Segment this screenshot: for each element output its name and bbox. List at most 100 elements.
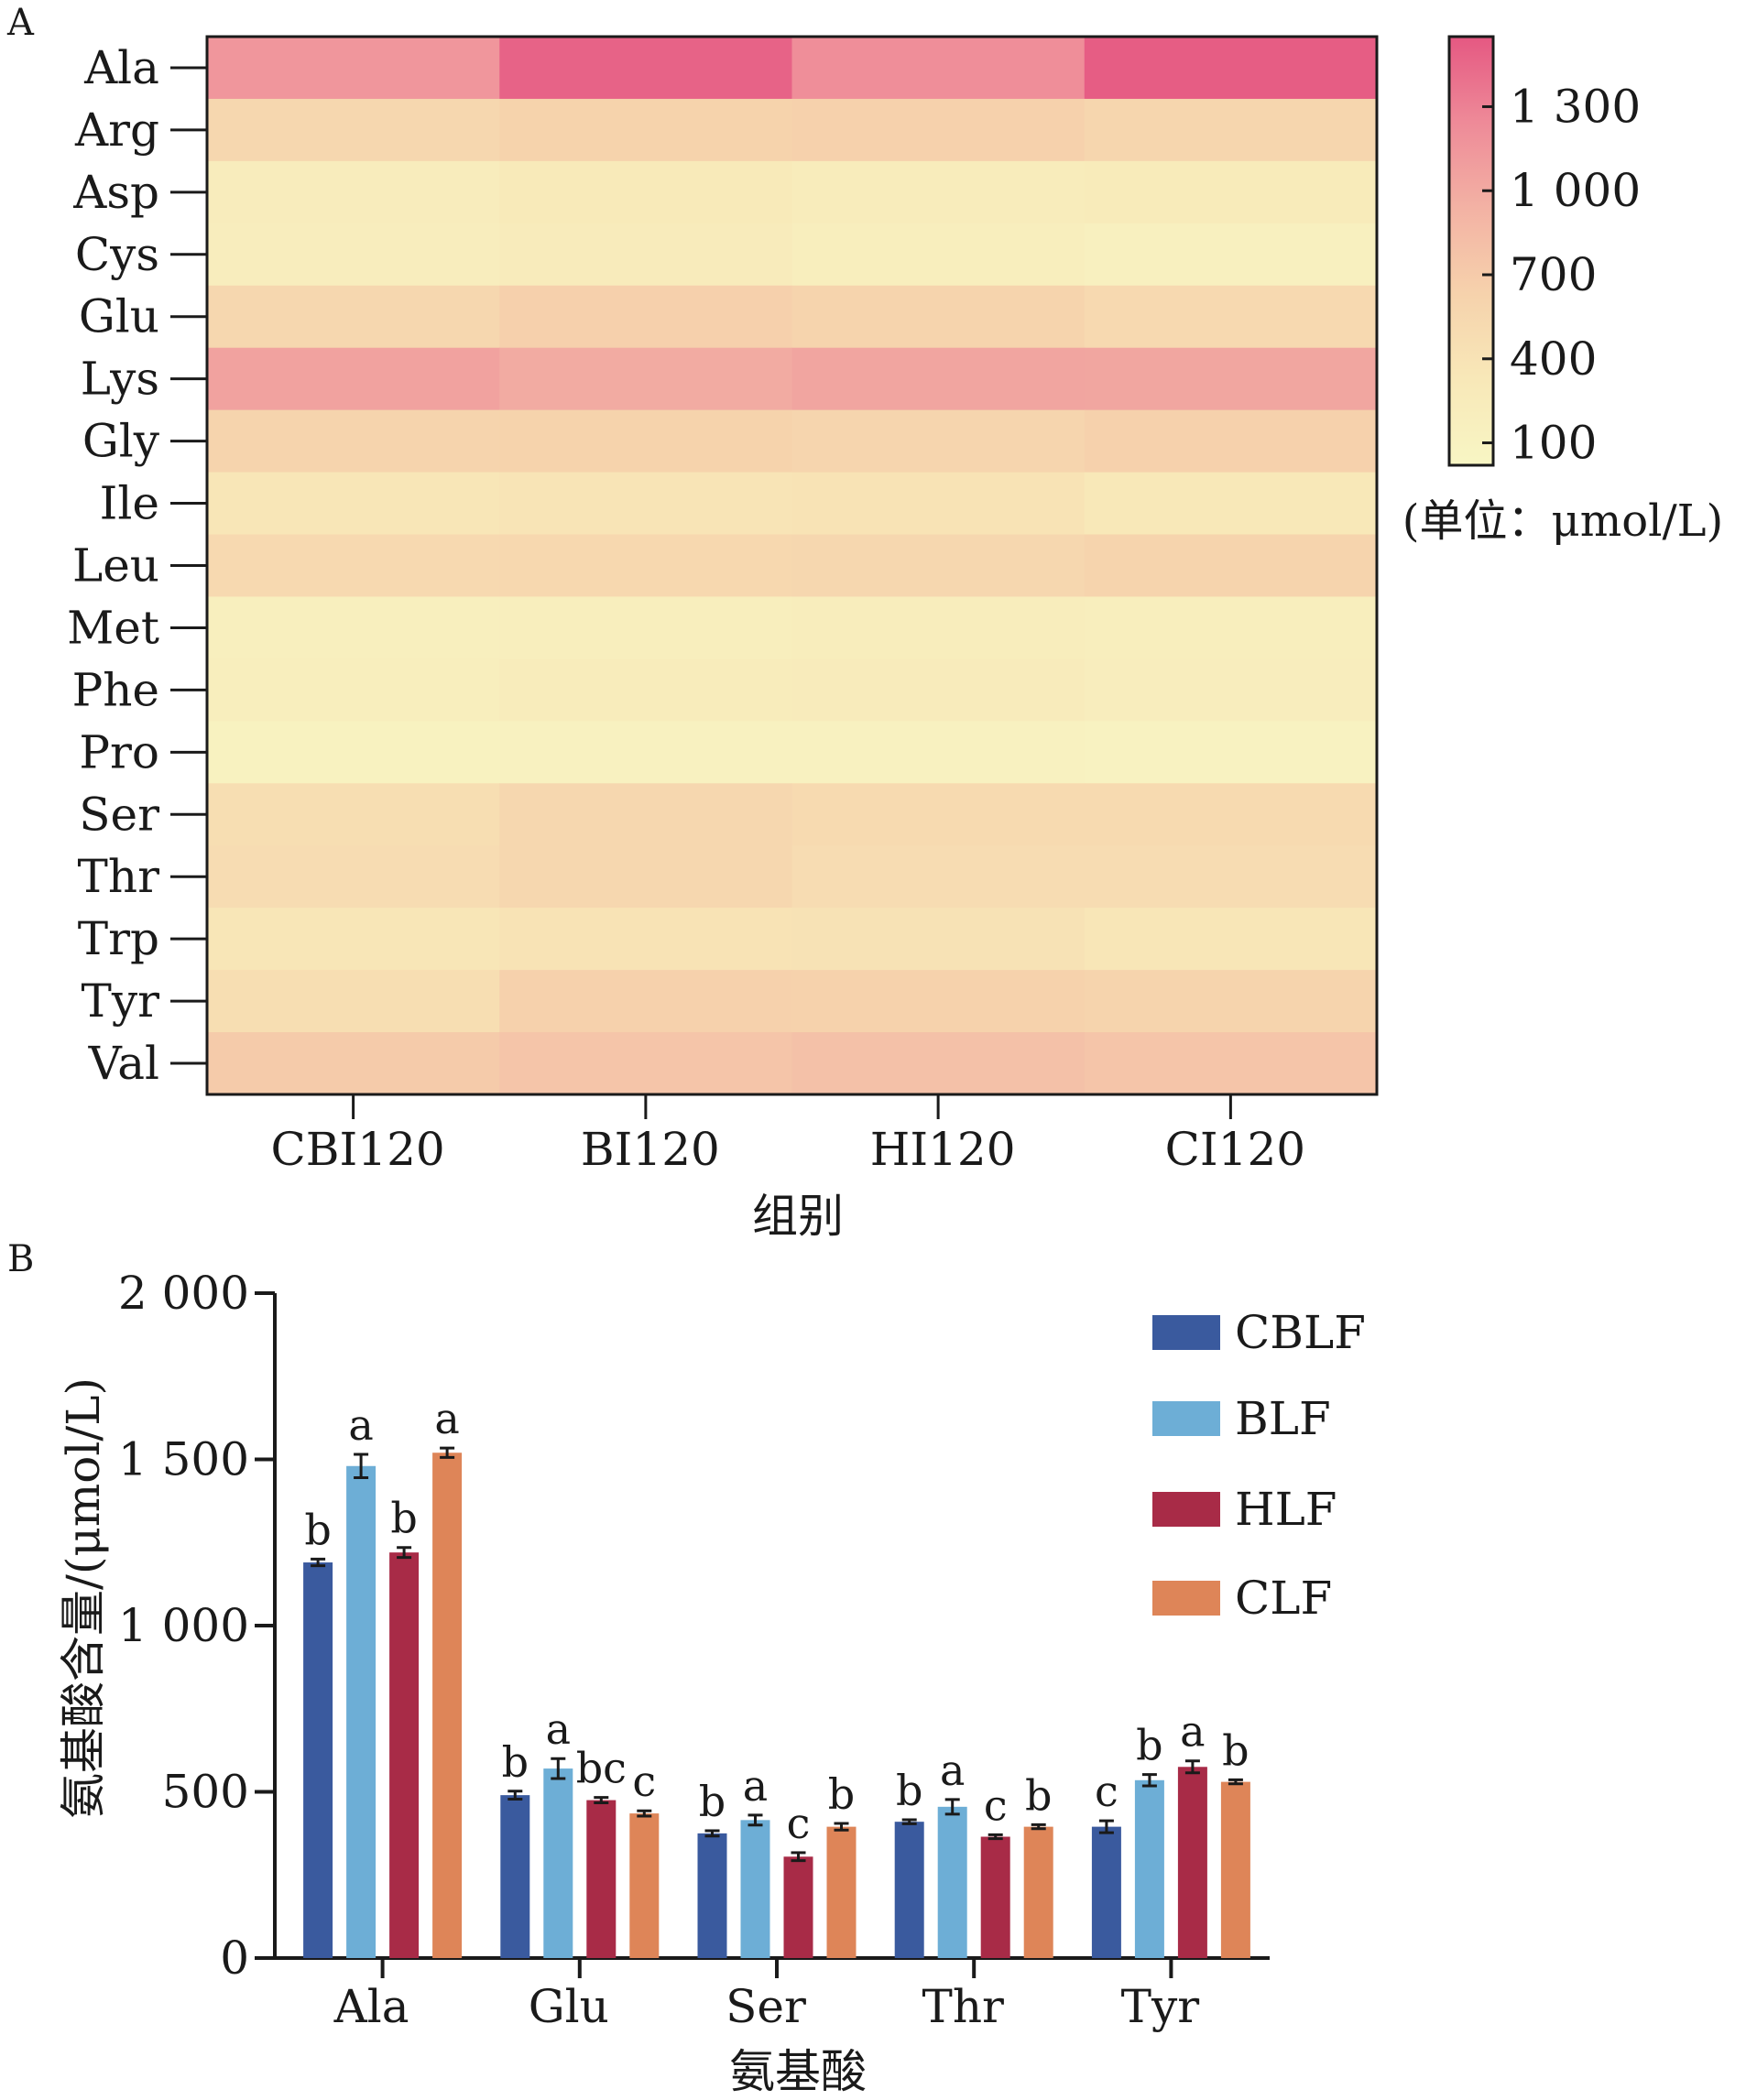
heatmap-cell bbox=[499, 98, 792, 162]
significance-letter: c bbox=[787, 1799, 811, 1848]
heatmap-cell bbox=[207, 472, 500, 536]
bar-legend: CBLF BLF HLF CLF bbox=[1152, 1306, 1366, 1625]
heatmap-cell bbox=[1084, 845, 1378, 909]
heatmap-row-label: Phe bbox=[72, 663, 159, 716]
heatmap-cell bbox=[207, 37, 500, 100]
significance-letter: c bbox=[632, 1757, 656, 1806]
panel-label-a: A bbox=[6, 2, 35, 44]
bar bbox=[629, 1813, 660, 1958]
bar-y-tick-label: 1 000 bbox=[118, 1599, 249, 1652]
significance-letter: b bbox=[1025, 1770, 1052, 1820]
bar-y-tick-label: 1 500 bbox=[118, 1433, 249, 1486]
heatmap-row-label: Val bbox=[88, 1037, 159, 1090]
heatmap-cell bbox=[1084, 721, 1378, 784]
significance-letter: b bbox=[1222, 1725, 1249, 1775]
heatmap-cell bbox=[1084, 472, 1378, 536]
significance-letter: a bbox=[434, 1394, 459, 1443]
heatmap-cell bbox=[499, 1032, 792, 1095]
bar bbox=[1220, 1781, 1250, 1958]
heatmap-cell bbox=[207, 1032, 500, 1095]
bar-y-tick-label: 0 bbox=[220, 1931, 249, 1985]
heatmap-row-label: Gly bbox=[82, 415, 160, 468]
bar-y-tick-label: 2 000 bbox=[118, 1267, 249, 1320]
heatmap-column-label: CBI120 bbox=[271, 1123, 445, 1176]
legend-label: BLF bbox=[1235, 1392, 1331, 1445]
significance-letter: a bbox=[743, 1761, 768, 1811]
heatmap-cell bbox=[1084, 160, 1378, 224]
bar bbox=[1023, 1826, 1053, 1958]
bar bbox=[980, 1836, 1010, 1958]
significance-letter: a bbox=[546, 1704, 571, 1754]
bar bbox=[1177, 1767, 1207, 1958]
heatmap-cell bbox=[207, 347, 500, 411]
heatmap-row-label: Tyr bbox=[82, 974, 160, 1028]
heatmap-cell bbox=[791, 409, 1086, 473]
bar bbox=[783, 1856, 813, 1958]
heatmap-cell bbox=[499, 534, 792, 597]
heatmap-row-label: Met bbox=[67, 601, 159, 654]
heatmap-colorbar: 100 400 700 1 000 1 300 bbox=[1447, 35, 1641, 470]
bar-x-axis-label: 氨基酸 bbox=[729, 2045, 867, 2096]
heatmap-panel: Ala Arg Asp Cys Glu Lys Gly Ile Leu Met Phe Pro Ser T… bbox=[67, 35, 1379, 1176]
significance-letter: a bbox=[1180, 1707, 1205, 1757]
heatmap-cell bbox=[791, 285, 1086, 349]
significance-letter: a bbox=[348, 1400, 373, 1450]
bar-y-axis-label: 氨基酸含量/(μmol/L) bbox=[57, 1377, 110, 1819]
heatmap-cell bbox=[791, 970, 1086, 1033]
colorbar-tick-label: 1 000 bbox=[1510, 164, 1641, 217]
heatmap-cell bbox=[791, 534, 1086, 597]
heatmap-column-label: CI120 bbox=[1165, 1123, 1305, 1176]
significance-letter: b bbox=[1136, 1721, 1162, 1770]
bar-x-tick-label: Ser bbox=[726, 1980, 806, 2033]
bar bbox=[346, 1465, 376, 1958]
heatmap-cell bbox=[1084, 658, 1378, 722]
bar bbox=[826, 1826, 857, 1958]
legend-swatch bbox=[1152, 1401, 1220, 1436]
heatmap-cell bbox=[207, 534, 500, 597]
significance-letter: a bbox=[940, 1746, 965, 1795]
bar bbox=[1134, 1779, 1164, 1958]
heatmap-cell bbox=[1084, 347, 1378, 411]
heatmap-x-axis-label: 组别 bbox=[752, 1190, 844, 1243]
heatmap-cell bbox=[207, 160, 500, 224]
heatmap-cell bbox=[791, 658, 1086, 722]
bar bbox=[894, 1822, 924, 1958]
heatmap-row-label: Arg bbox=[74, 103, 159, 157]
significance-letter: b bbox=[304, 1505, 331, 1554]
heatmap-cell bbox=[1084, 1032, 1378, 1095]
significance-letter: b bbox=[896, 1766, 922, 1815]
legend-label: CBLF bbox=[1235, 1306, 1366, 1359]
bar bbox=[937, 1806, 967, 1958]
heatmap-row-label: Ile bbox=[100, 477, 159, 530]
bar-x-tick-label: Glu bbox=[529, 1980, 609, 2033]
heatmap-cell bbox=[1084, 37, 1378, 100]
heatmap-row-label: Leu bbox=[72, 539, 159, 593]
heatmap-cell bbox=[499, 223, 792, 287]
heatmap-cell bbox=[499, 845, 792, 909]
heatmap-cell bbox=[1084, 223, 1378, 287]
significance-letter: bc bbox=[576, 1744, 627, 1793]
heatmap-cell bbox=[207, 908, 500, 971]
heatmap-cell bbox=[499, 160, 792, 224]
bar bbox=[432, 1453, 463, 1958]
heatmap-cell bbox=[499, 596, 792, 659]
legend-swatch bbox=[1152, 1581, 1220, 1616]
legend-label: CLF bbox=[1235, 1572, 1332, 1625]
colorbar-tick-label: 700 bbox=[1510, 248, 1597, 301]
heatmap-cell bbox=[1084, 98, 1378, 162]
heatmap-cell bbox=[207, 721, 500, 784]
significance-letter: b bbox=[390, 1494, 417, 1543]
heatmap-cell bbox=[1084, 908, 1378, 971]
bar bbox=[389, 1552, 420, 1958]
heatmap-row-label: Thr bbox=[78, 850, 160, 903]
heatmap-cell bbox=[207, 223, 500, 287]
bar bbox=[697, 1833, 727, 1958]
heatmap-cell bbox=[791, 783, 1086, 846]
heatmap-row-label: Asp bbox=[72, 166, 159, 219]
heatmap-cell bbox=[207, 845, 500, 909]
heatmap-row-label: Cys bbox=[75, 228, 159, 281]
heatmap-cell bbox=[499, 721, 792, 784]
bar bbox=[586, 1800, 617, 1958]
